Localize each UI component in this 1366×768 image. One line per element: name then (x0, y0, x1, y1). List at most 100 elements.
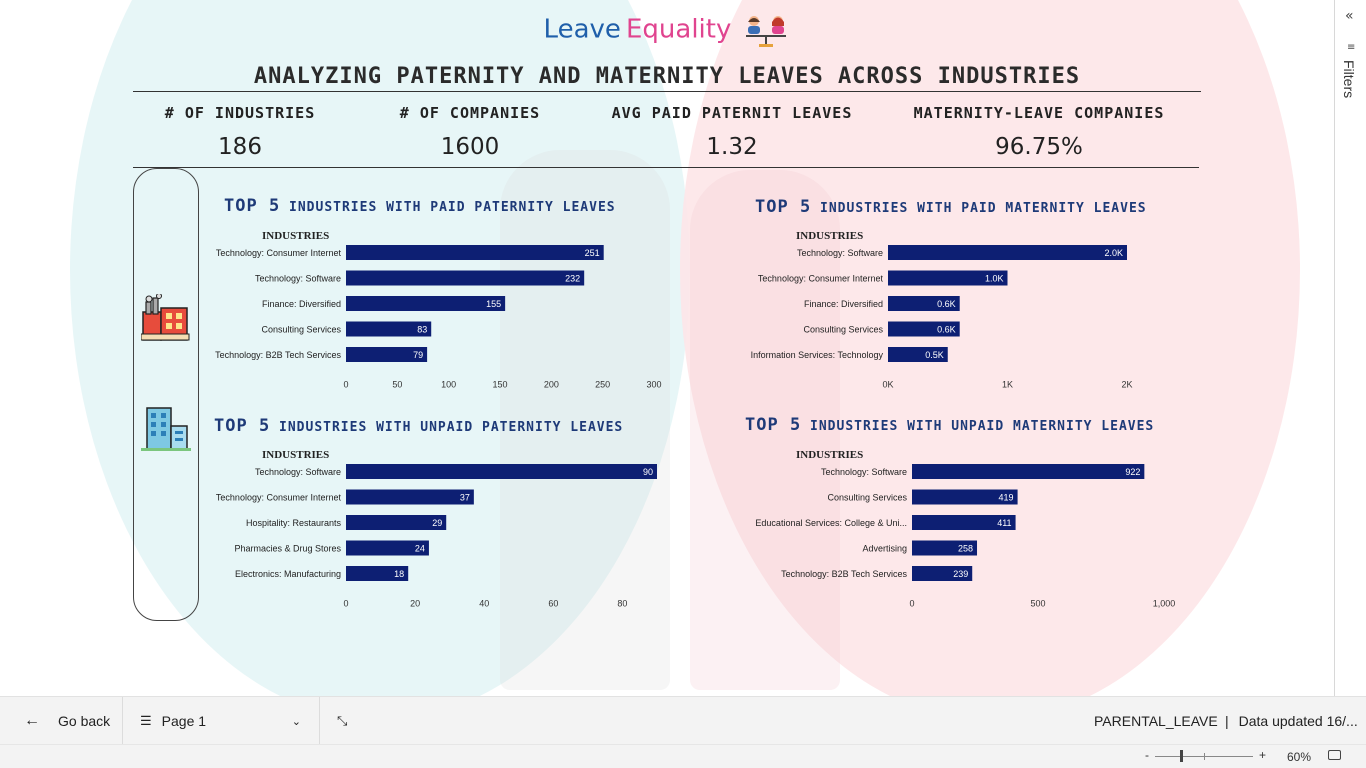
data-label: 90 (643, 467, 653, 477)
zoom-in-button[interactable]: + (1259, 748, 1267, 762)
bar (346, 296, 506, 311)
bar (912, 489, 1018, 505)
zoom-slider-midmark (1204, 753, 1205, 760)
data-label: 411 (997, 518, 1011, 528)
tick-label: 500 (1030, 599, 1045, 609)
chart-title-paid-paternity: TOP 5 INDUSTRIES WITH PAID PATERNITY LEA… (224, 196, 616, 216)
category-label: Consulting Services (827, 493, 907, 503)
data-label: 155 (486, 299, 501, 309)
data-label: 18 (394, 569, 404, 579)
separator (319, 697, 320, 745)
bar (912, 464, 1145, 479)
go-back-label: Go back (58, 713, 111, 729)
dataset-name: PARENTAL_LEAVE (1094, 713, 1218, 729)
collapse-arrows-icon: ⤡ (337, 713, 348, 728)
title-word-leave: Leave (543, 14, 621, 45)
kpi-value: 1.32 (706, 134, 758, 160)
chart-title-number: TOP 5 (214, 416, 271, 436)
zoom-slider-handle[interactable] (1180, 750, 1183, 762)
data-label: 258 (958, 544, 973, 554)
data-label: 37 (460, 493, 470, 503)
data-label: 79 (413, 350, 423, 360)
data-label: 232 (565, 274, 580, 284)
zoom-out-button[interactable]: - (1145, 748, 1149, 762)
tick-label: 200 (544, 380, 559, 390)
filter-icon: ≡ (1347, 42, 1356, 53)
data-label: 922 (1125, 467, 1140, 477)
tick-label: 40 (479, 599, 489, 609)
report-canvas: Leave Equality ANALYZING PATERNITY AND M… (0, 0, 1334, 696)
kpi-label: AVG PAID PATERNIT LEAVES (611, 104, 853, 122)
chart-title-unpaid-paternity: TOP 5 INDUSTRIES WITH UNPAID PATERNITY L… (214, 416, 623, 436)
chart-title-number: TOP 5 (745, 415, 802, 435)
data-label: 0.6K (937, 325, 956, 335)
chart-title-text: INDUSTRIES WITH UNPAID PATERNITY LEAVES (279, 420, 624, 435)
separator (122, 697, 123, 745)
category-label: Consulting Services (803, 325, 883, 335)
category-label: Finance: Diversified (804, 299, 883, 309)
tick-label: 1K (1002, 380, 1013, 390)
title-word-equality: Equality (625, 14, 732, 45)
category-label: Hospitality: Restaurants (246, 518, 342, 528)
bar (346, 515, 447, 530)
background-circle-right (680, 0, 1300, 696)
kpi-companies: # OF COMPANIES 1600 (370, 104, 570, 160)
chart-title-text: INDUSTRIES WITH UNPAID MATERNITY LEAVES (810, 419, 1155, 434)
fit-page-button[interactable]: ⤡ (337, 697, 347, 745)
data-updated: | Data updated 16/... (1225, 697, 1358, 745)
bar (912, 540, 978, 556)
status-bar: - + 60% (0, 744, 1366, 768)
category-label: Technology: Consumer Internet (758, 274, 884, 284)
data-label: 251 (585, 248, 600, 258)
bar (346, 245, 604, 260)
tick-label: 100 (441, 380, 456, 390)
kpi-avg-paid-paternity: AVG PAID PATERNIT LEAVES 1.32 (596, 104, 868, 160)
data-label: 0.5K (925, 350, 944, 360)
category-label: Technology: Consumer Internet (216, 493, 342, 503)
bar (346, 489, 474, 505)
data-label: 83 (417, 325, 427, 335)
filters-label[interactable]: Filters (1341, 60, 1357, 99)
bar (346, 347, 428, 362)
tick-label: 0 (909, 599, 914, 609)
chevron-down-icon: ⌄ (291, 715, 301, 728)
chart-unpaid-paternity: Technology: Software 90 Technology: Consum… (216, 464, 657, 609)
page-subtitle: ANALYZING PATERNITY AND MATERNITY LEAVES… (253, 64, 1081, 89)
chart-paid-paternity: Technology: Consumer Internet 251 Technolo… (215, 245, 662, 390)
bar (888, 270, 1008, 286)
go-back-button[interactable]: ← Go back (24, 697, 110, 745)
report-logo-title: Leave Equality (0, 14, 1334, 52)
page-selector[interactable]: ☰ Page 1 ⌄ (140, 697, 305, 745)
fit-to-window-icon[interactable] (1328, 750, 1341, 760)
kpi-value: 1600 (440, 134, 500, 160)
chart-title-text: INDUSTRIES WITH PAID MATERNITY LEAVES (820, 201, 1147, 216)
bar (888, 321, 960, 337)
page-label: Page 1 (161, 713, 207, 729)
data-label: 0.6K (937, 299, 956, 309)
category-label: Technology: Software (797, 248, 883, 258)
axis-title-industries: INDUSTRIES (262, 449, 330, 461)
tick-label: 150 (492, 380, 507, 390)
category-label: Finance: Diversified (262, 299, 341, 309)
category-label: Information Services: Technology (751, 350, 884, 360)
bar (888, 296, 960, 311)
axis-title-industries: INDUSTRIES (796, 230, 864, 242)
factory-icon (140, 293, 191, 346)
category-label: Technology: B2B Tech Services (781, 569, 907, 579)
tick-label: 250 (595, 380, 610, 390)
category-label: Technology: B2B Tech Services (215, 350, 341, 360)
data-label: 29 (432, 518, 442, 528)
tick-label: 20 (410, 599, 420, 609)
axis-title-industries: INDUSTRIES (262, 230, 330, 242)
data-label: 2.0K (1104, 248, 1123, 258)
filters-pane[interactable]: « ≡ Filters (1334, 0, 1366, 696)
data-updated-label: Data updated 16/... (1238, 713, 1358, 729)
zoom-level: 60% (1287, 750, 1312, 764)
chevron-left-icon[interactable]: « (1345, 8, 1354, 24)
tick-label: 300 (646, 380, 661, 390)
data-label: 24 (415, 544, 425, 554)
axis-title-industries: INDUSTRIES (796, 449, 864, 461)
category-label: Technology: Software (255, 274, 341, 284)
tick-label: 60 (548, 599, 558, 609)
category-label: Advertising (862, 544, 907, 554)
